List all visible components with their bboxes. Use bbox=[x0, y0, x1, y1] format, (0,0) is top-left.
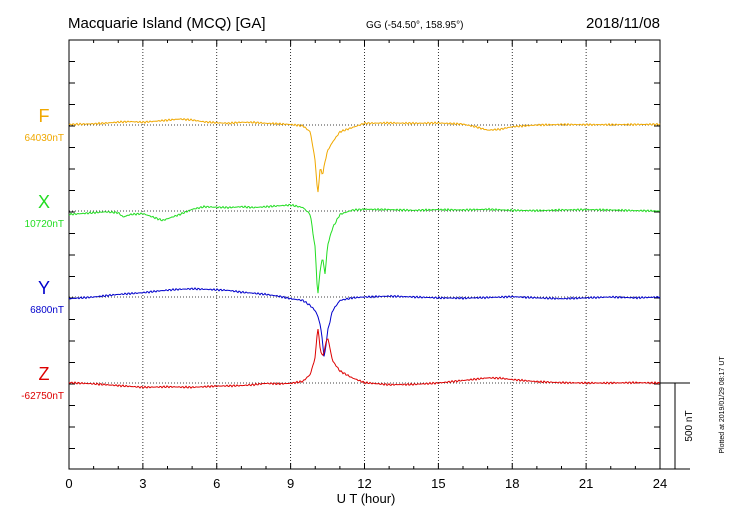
baseline-value-z: -62750nT bbox=[21, 391, 64, 402]
x-tick-label-21: 21 bbox=[579, 476, 593, 491]
baseline-value-y: 6800nT bbox=[30, 305, 64, 316]
component-label-x: X bbox=[38, 192, 50, 212]
scale-bar-label: 500 nT bbox=[684, 410, 695, 441]
component-label-y: Y bbox=[38, 278, 50, 298]
series-labels: F 64030nT X 10720nT Y 6800nT Z -62750nT bbox=[21, 106, 64, 402]
x-tick-label-12: 12 bbox=[357, 476, 371, 491]
x-tick-label-9: 9 bbox=[287, 476, 294, 491]
x-tick-label-3: 3 bbox=[139, 476, 146, 491]
series-line-f bbox=[68, 117, 661, 193]
plot-date: 2018/11/08 bbox=[586, 15, 660, 32]
x-tick-label-18: 18 bbox=[505, 476, 519, 491]
baseline-value-f: 64030nT bbox=[25, 133, 64, 144]
plotted-timestamp: Plotted at 2019/01/29 08:17 UT bbox=[719, 356, 726, 454]
plot-frame bbox=[68, 39, 661, 470]
series-line-z bbox=[68, 329, 661, 389]
x-tick-label-15: 15 bbox=[431, 476, 445, 491]
series-lines bbox=[68, 117, 661, 389]
station-title: Macquarie Island (MCQ) [GA] bbox=[68, 15, 266, 32]
x-axis-title: U T (hour) bbox=[337, 491, 396, 506]
x-tick-labels: 0 3 6 9 12 15 18 21 24 bbox=[65, 476, 667, 491]
series-line-x bbox=[68, 203, 661, 294]
axis-ticks bbox=[68, 40, 661, 469]
series-line-y bbox=[68, 287, 661, 357]
x-tick-label-6: 6 bbox=[213, 476, 220, 491]
scale-bar: 500 nT bbox=[660, 382, 695, 470]
baseline-value-x: 10720nT bbox=[25, 219, 64, 230]
component-label-z: Z bbox=[39, 364, 50, 384]
x-tick-label-0: 0 bbox=[65, 476, 72, 491]
component-label-f: F bbox=[39, 106, 50, 126]
grid-lines bbox=[142, 40, 587, 469]
station-coords: GG (-54.50°, 158.95°) bbox=[366, 20, 464, 31]
x-tick-label-24: 24 bbox=[653, 476, 667, 491]
